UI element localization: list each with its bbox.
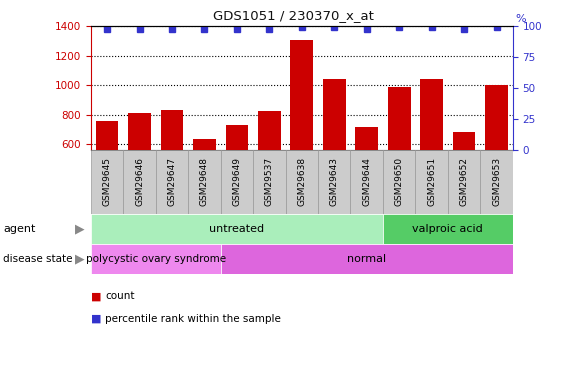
Text: GSM29652: GSM29652 [459,158,469,206]
Bar [291,40,313,150]
Text: count: count [105,291,135,301]
Text: ▶: ▶ [76,222,85,235]
Bar [258,111,281,150]
FancyBboxPatch shape [188,150,221,214]
Text: percentile rank within the sample: percentile rank within the sample [105,314,281,324]
Bar [355,127,378,150]
Text: GSM29646: GSM29646 [135,158,144,206]
Bar [96,120,118,150]
FancyBboxPatch shape [285,150,318,214]
FancyBboxPatch shape [91,150,123,214]
Bar [323,78,346,150]
Text: GSM29651: GSM29651 [427,158,436,206]
Text: GSM29648: GSM29648 [200,158,209,206]
Text: GSM29638: GSM29638 [297,158,306,206]
FancyBboxPatch shape [415,150,448,214]
Text: ■: ■ [91,291,101,301]
Bar [420,78,443,150]
Text: GSM29647: GSM29647 [168,158,176,206]
Text: ■: ■ [91,314,101,324]
FancyBboxPatch shape [123,150,156,214]
Bar [383,214,513,244]
Bar [226,125,248,150]
FancyBboxPatch shape [318,150,350,214]
Text: %: % [516,14,526,24]
Bar [485,85,508,150]
Text: GSM29645: GSM29645 [103,158,111,206]
Text: disease state: disease state [3,254,73,264]
Bar [221,244,513,274]
Text: GSM29649: GSM29649 [233,158,241,206]
Bar [161,110,183,150]
Bar [91,244,221,274]
Text: valproic acid: valproic acid [413,224,483,234]
Text: GSM29650: GSM29650 [394,158,404,206]
Bar [91,214,383,244]
FancyBboxPatch shape [448,150,481,214]
FancyBboxPatch shape [383,150,415,214]
FancyBboxPatch shape [350,150,383,214]
Text: GDS1051 / 230370_x_at: GDS1051 / 230370_x_at [213,9,373,22]
Text: GSM29643: GSM29643 [330,158,339,206]
Text: agent: agent [3,224,35,234]
Text: normal: normal [347,254,386,264]
Bar [453,132,475,150]
FancyBboxPatch shape [253,150,285,214]
Text: untreated: untreated [209,224,264,234]
Text: ▶: ▶ [76,252,85,265]
Text: polycystic ovary syndrome: polycystic ovary syndrome [86,254,226,264]
Text: GSM29537: GSM29537 [265,158,274,206]
Bar [128,113,151,150]
FancyBboxPatch shape [156,150,188,214]
FancyBboxPatch shape [221,150,253,214]
FancyBboxPatch shape [481,150,513,214]
Text: GSM29653: GSM29653 [492,158,501,206]
Text: GSM29644: GSM29644 [362,158,371,206]
Bar [388,87,411,150]
Bar [193,139,216,150]
